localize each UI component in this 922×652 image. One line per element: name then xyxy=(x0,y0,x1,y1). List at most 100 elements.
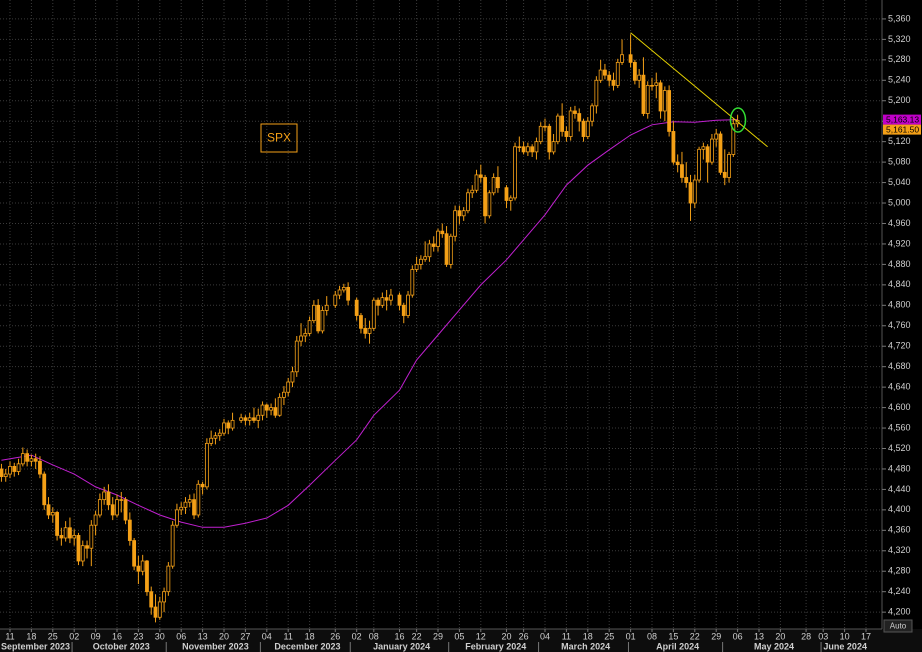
candle-body xyxy=(247,417,252,421)
x-tick-label: 05 xyxy=(454,631,464,641)
candle-body xyxy=(543,125,547,128)
candle-body xyxy=(705,146,710,163)
x-tick-label: 23 xyxy=(133,631,143,641)
candle-body xyxy=(316,304,321,332)
candle-body xyxy=(85,545,89,549)
x-tick-label: 11 xyxy=(562,631,571,641)
candle-body xyxy=(252,417,256,421)
candle-body xyxy=(110,504,115,516)
candle-body xyxy=(132,540,137,567)
candle-body xyxy=(427,243,432,258)
candle-body xyxy=(367,327,372,334)
month-label: June 2024 xyxy=(823,641,867,651)
x-tick-label: 09 xyxy=(91,631,101,641)
candle-body xyxy=(230,419,235,429)
candle-body xyxy=(710,138,714,163)
candle-body xyxy=(641,74,646,114)
y-tick-label: 4,920 xyxy=(888,238,911,248)
y-tick-label: 4,240 xyxy=(888,586,911,596)
x-tick-label: 06 xyxy=(176,631,186,641)
candle-body xyxy=(80,545,85,562)
candle-body xyxy=(222,422,226,434)
auto-button[interactable] xyxy=(883,619,913,633)
highlight-circle xyxy=(729,107,747,133)
candle-body xyxy=(436,230,440,247)
candle-body xyxy=(521,146,526,153)
candle-body xyxy=(299,335,303,342)
x-tick-label: 13 xyxy=(754,631,764,641)
y-tick-label: 4,560 xyxy=(888,422,911,432)
candle-body xyxy=(115,499,119,516)
y-tick-label: 5,040 xyxy=(888,177,911,187)
candle-body xyxy=(282,391,286,398)
candle-body xyxy=(346,287,351,301)
candle-body xyxy=(140,560,145,572)
candle-body xyxy=(654,82,659,86)
candle-body xyxy=(239,417,244,421)
axes: 4,200 4,240 4,280 4,320 4,360 4,400 4,440 4,480… xyxy=(1,13,921,652)
label-box xyxy=(260,123,298,153)
candle-body xyxy=(487,192,492,217)
x-tick-label: 06 xyxy=(733,631,743,641)
x-axis-band xyxy=(0,629,922,652)
candle-body xyxy=(106,491,111,506)
candle-body xyxy=(727,154,731,178)
candle-body xyxy=(628,54,633,63)
trendline xyxy=(630,32,768,148)
candle-body xyxy=(307,320,312,334)
x-tick-label: 15 xyxy=(668,631,678,641)
candle-body xyxy=(671,131,676,163)
y-tick-label: 4,800 xyxy=(888,300,911,310)
y-tick-label: 4,720 xyxy=(888,341,911,351)
y-tick-label: 4,880 xyxy=(888,259,911,269)
candle-body xyxy=(68,527,72,539)
candle-body xyxy=(46,504,51,516)
month-label: November 2023 xyxy=(182,641,249,651)
candle-body xyxy=(192,499,196,516)
x-tick-label: 08 xyxy=(369,631,379,641)
candle-body xyxy=(585,120,590,137)
y-tick-label: 4,680 xyxy=(888,361,911,371)
moving-average xyxy=(1,119,738,528)
y-tick-label: 4,840 xyxy=(888,279,911,289)
candle-body xyxy=(166,565,171,593)
candle-body xyxy=(530,146,535,153)
candle-body xyxy=(466,192,470,212)
candle-body xyxy=(29,458,34,462)
candle-body xyxy=(692,179,697,204)
candle-body xyxy=(406,294,410,316)
candle-body xyxy=(175,509,179,526)
x-tick-label: 22 xyxy=(690,631,700,641)
y-tick-label: 5,320 xyxy=(888,34,911,44)
x-tick-label: 20 xyxy=(501,631,511,641)
candle-body xyxy=(25,453,30,462)
candle-body xyxy=(675,161,680,166)
x-tick-label: 25 xyxy=(48,631,58,641)
month-label: October 2023 xyxy=(93,641,150,651)
x-tick-label: 18 xyxy=(26,631,36,641)
candle-body xyxy=(607,74,612,81)
candle-body xyxy=(354,299,359,316)
x-tick-label: 16 xyxy=(394,631,404,641)
x-tick-label: 22 xyxy=(412,631,422,641)
candle-body xyxy=(662,90,667,112)
candle-body xyxy=(577,113,582,122)
month-label: September 2023 xyxy=(1,641,70,651)
candle-body xyxy=(3,473,8,478)
candle-body xyxy=(594,79,599,107)
x-tick-label: 02 xyxy=(69,631,79,641)
candle-body xyxy=(538,125,543,143)
price-tag xyxy=(883,124,921,135)
x-tick-label: 18 xyxy=(305,631,315,641)
candle-body xyxy=(684,177,689,183)
candle-body xyxy=(453,210,458,237)
candle-body xyxy=(8,465,12,475)
candle-body xyxy=(183,501,188,508)
candle-body xyxy=(324,304,329,311)
candle-body xyxy=(200,483,205,488)
price-tag xyxy=(883,114,921,125)
x-tick-label: 29 xyxy=(433,631,443,641)
y-tick-label: 5,200 xyxy=(888,95,911,105)
candle-body xyxy=(483,177,487,217)
auto-label[interactable]: Auto xyxy=(890,622,907,631)
